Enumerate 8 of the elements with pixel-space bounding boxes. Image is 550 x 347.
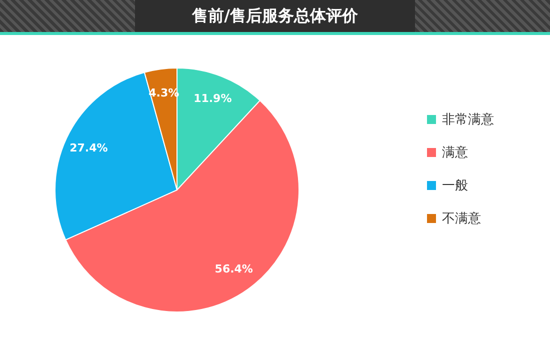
legend-label: 满意 (442, 146, 468, 160)
legend-label: 非常满意 (442, 112, 494, 128)
chart-title: 售前/售后服务总体评价 (135, 0, 415, 32)
data-label: 56.4% (214, 262, 253, 276)
data-label: 27.4% (70, 141, 108, 154)
data-label: 11.9% (194, 92, 232, 106)
legend-label: 不满意 (442, 212, 481, 226)
legend-label: 一般 (442, 178, 468, 194)
